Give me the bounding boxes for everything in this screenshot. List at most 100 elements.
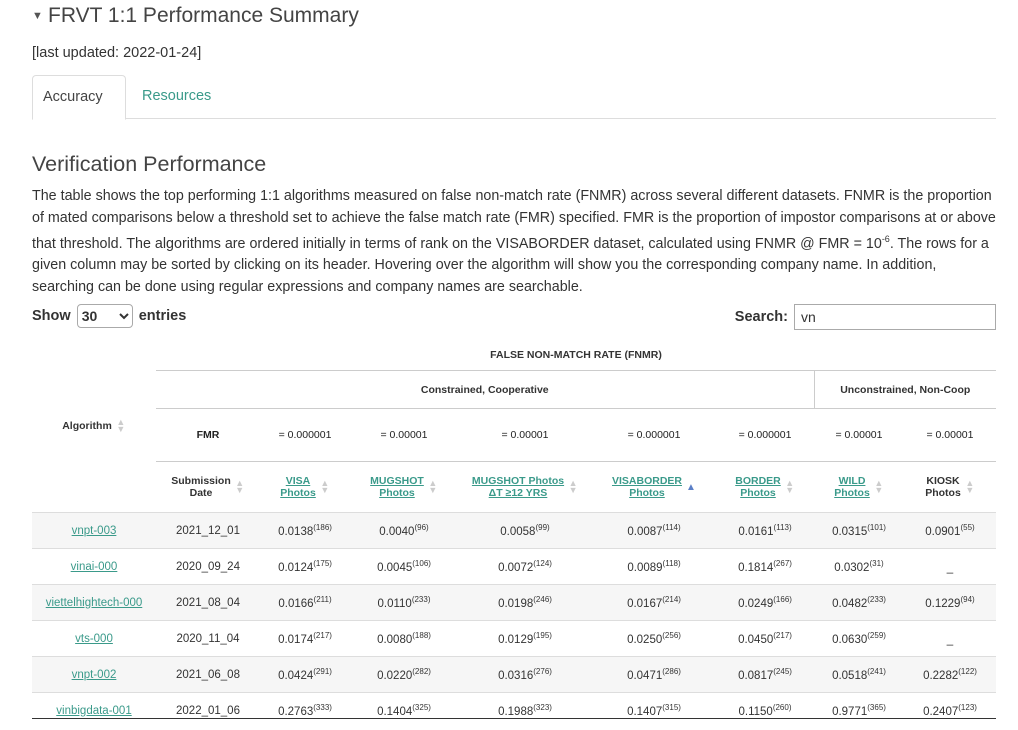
fnmr-cell: 0.1150(260) xyxy=(716,692,814,728)
algorithm-cell: vinbigdata-001 xyxy=(32,692,156,728)
fmr-value: = 0.00001 xyxy=(458,408,592,462)
table-row: vnpt-002 2021_06_08 0.0424(291) 0.0220(282)… xyxy=(32,656,996,693)
table-row: vinai-000 2020_09_24 0.0124(175) 0.0045(106… xyxy=(32,548,996,585)
fnmr-cell: 0.0316(276) xyxy=(458,656,592,693)
date-cell: 2020_11_04 xyxy=(156,620,260,657)
column-header-label[interactable]: WILD Photos xyxy=(834,475,870,499)
search-label: Search: xyxy=(734,308,788,325)
algorithm-link[interactable]: viettelhightech-000 xyxy=(45,596,143,609)
sort-icon[interactable]: ▲ ▼ xyxy=(568,478,578,495)
algorithm-header[interactable]: Algorithm ▲ ▼ xyxy=(62,417,126,434)
table-row: vts-000 2020_11_04 0.0174(217) 0.0080(188) 0… xyxy=(32,620,996,657)
entries-control: Show 30 entries xyxy=(32,304,186,328)
entries-select[interactable]: 30 xyxy=(76,304,133,328)
date-cell: 2021_06_08 xyxy=(156,656,260,693)
column-header[interactable]: VISA Photos▲ ▼ xyxy=(260,461,350,513)
fnmr-cell: 0.0110(233) xyxy=(350,584,458,621)
summary-title-text: FRVT 1:1 Performance Summary xyxy=(48,4,359,27)
date-cell: 2020_09_24 xyxy=(156,548,260,585)
fnmr-cell: 0.0058(99) xyxy=(458,512,592,549)
fnmr-cell: 0.1988(323) xyxy=(458,692,592,728)
algorithm-link[interactable]: vts-000 xyxy=(75,632,113,645)
date-cell: 2021_12_01 xyxy=(156,512,260,549)
section-description: The table shows the top performing 1:1 a… xyxy=(32,188,996,295)
algorithm-cell: viettelhightech-000 xyxy=(32,584,156,621)
search-input[interactable] xyxy=(794,304,996,330)
group-unconstrained: Unconstrained, Non-Coop xyxy=(814,370,996,409)
date-cell: 2022_01_06 xyxy=(156,692,260,728)
fmr-value: = 0.000001 xyxy=(592,408,716,462)
fnmr-cell: 0.0250(256) xyxy=(592,620,716,657)
column-header[interactable]: Submission Date▲ ▼ xyxy=(156,461,260,513)
sort-asc-icon[interactable]: ▲ xyxy=(686,481,696,493)
fnmr-cell: 0.1229(94) xyxy=(904,584,996,621)
fnmr-cell: 0.0166(211) xyxy=(260,584,350,621)
tab-resources[interactable]: Resources xyxy=(142,88,212,104)
fnmr-cell: 0.0450(217) xyxy=(716,620,814,657)
fnmr-cell: 0.0315(101) xyxy=(814,512,904,549)
fmr-value: = 0.00001 xyxy=(814,408,904,462)
tab-bar: Accuracy Resources xyxy=(32,75,996,120)
triangle-down-icon[interactable]: ▼ xyxy=(32,10,43,23)
column-header-label[interactable]: MUGSHOT Photos ΔT ≥12 YRS xyxy=(471,475,565,499)
column-header-label[interactable]: Submission Date xyxy=(171,475,231,499)
sort-icon[interactable]: ▲ ▼ xyxy=(874,478,884,495)
fmr-label: FMR xyxy=(156,408,260,462)
fnmr-cell: 0.1814(267) xyxy=(716,548,814,585)
fnmr-cell: 0.1407(315) xyxy=(592,692,716,728)
fnmr-cell: 0.0220(282) xyxy=(350,656,458,693)
column-header[interactable]: BORDER Photos▲ ▼ xyxy=(716,461,814,513)
algorithm-cell: vnpt-003 xyxy=(32,512,156,549)
column-header-label[interactable]: VISABORDER Photos xyxy=(611,475,682,499)
column-header[interactable]: MUGSHOT Photos▲ ▼ xyxy=(350,461,458,513)
column-header[interactable]: VISABORDER Photos ▲ xyxy=(592,461,716,513)
algorithm-link[interactable]: vnpt-003 xyxy=(71,524,117,537)
fnmr-cell: 0.9771(365) xyxy=(814,692,904,728)
fnmr-cell: _ xyxy=(904,548,996,585)
search-control: Search: xyxy=(735,304,996,330)
fnmr-cell: 0.0161(113) xyxy=(716,512,814,549)
algorithm-link[interactable]: vnpt-002 xyxy=(71,668,117,681)
column-header-label[interactable]: KIOSK Photos xyxy=(925,475,961,499)
sort-icon[interactable]: ▲ ▼ xyxy=(965,478,975,495)
fnmr-table: Algorithm ▲ ▼ FALSE NON-MATCH RATE (FNMR) … xyxy=(32,340,996,728)
summary-title[interactable]: ▼ FRVT 1:1 Performance Summary xyxy=(32,4,359,28)
fnmr-cell: 0.0080(188) xyxy=(350,620,458,657)
column-header[interactable]: WILD Photos▲ ▼ xyxy=(814,461,904,513)
fnmr-cell: 0.0045(106) xyxy=(350,548,458,585)
table-bottom-border xyxy=(32,718,996,719)
algorithm-link[interactable]: vinai-000 xyxy=(70,560,118,573)
sort-icon[interactable]: ▲ ▼ xyxy=(235,478,245,495)
fnmr-cell: 0.0040(96) xyxy=(350,512,458,549)
algorithm-cell: vts-000 xyxy=(32,620,156,657)
sort-icon[interactable]: ▲ ▼ xyxy=(428,478,438,495)
fnmr-cell: 0.0630(259) xyxy=(814,620,904,657)
last-updated: [last updated: 2022-01-24] xyxy=(32,45,202,61)
fmr-value: = 0.000001 xyxy=(716,408,814,462)
column-header[interactable]: MUGSHOT Photos ΔT ≥12 YRS▲ ▼ xyxy=(458,461,592,513)
sort-icon[interactable]: ▲ ▼ xyxy=(785,478,795,495)
column-header-label[interactable]: VISA Photos xyxy=(280,475,316,499)
table-row: viettelhightech-000 2021_08_04 0.0166(211)… xyxy=(32,584,996,621)
fmr-value: = 0.00001 xyxy=(350,408,458,462)
fnmr-cell: 0.0198(246) xyxy=(458,584,592,621)
column-header-label[interactable]: BORDER Photos xyxy=(735,475,781,499)
fnmr-cell: 0.0124(175) xyxy=(260,548,350,585)
sort-icon[interactable]: ▲ ▼ xyxy=(320,478,330,495)
date-cell: 2021_08_04 xyxy=(156,584,260,621)
section-title: Verification Performance xyxy=(32,152,267,176)
sort-icon[interactable]: ▲ ▼ xyxy=(116,417,126,434)
tab-accuracy[interactable]: Accuracy xyxy=(32,75,126,120)
fnmr-cell: 0.0087(114) xyxy=(592,512,716,549)
fnmr-cell: 0.0482(233) xyxy=(814,584,904,621)
column-header[interactable]: KIOSK Photos▲ ▼ xyxy=(904,461,996,513)
fnmr-cell: 0.1404(325) xyxy=(350,692,458,728)
super-header: FALSE NON-MATCH RATE (FNMR) xyxy=(490,349,662,361)
algorithm-link[interactable]: vinbigdata-001 xyxy=(56,704,132,717)
group-constrained: Constrained, Cooperative xyxy=(156,370,815,409)
fnmr-cell: 0.0302(31) xyxy=(814,548,904,585)
fnmr-cell: 0.2407(123) xyxy=(904,692,996,728)
table-row: vnpt-003 2021_12_01 0.0138(186) 0.0040(96) 0… xyxy=(32,512,996,549)
column-header-label[interactable]: MUGSHOT Photos xyxy=(370,475,424,499)
entries-label: entries xyxy=(138,307,187,324)
